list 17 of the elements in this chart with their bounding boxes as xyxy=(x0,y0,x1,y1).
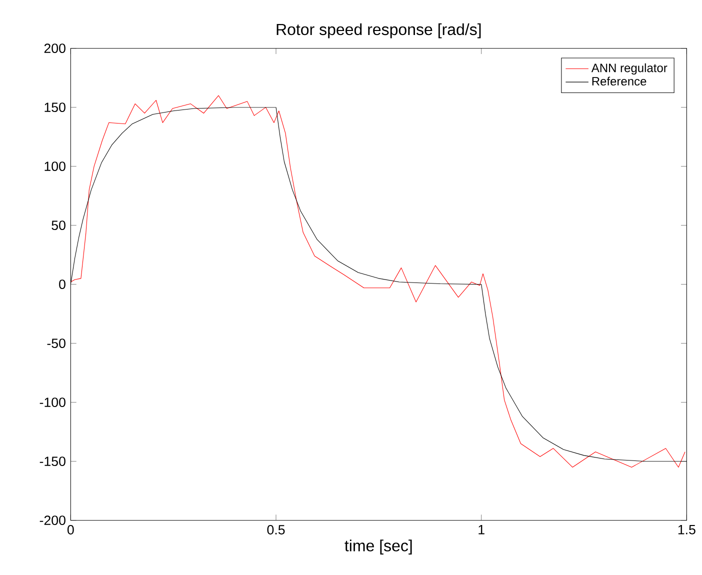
x-tick-label: 0 xyxy=(67,525,74,534)
y-tick-label: -50 xyxy=(47,338,66,348)
y-tick-label: 100 xyxy=(44,162,66,172)
x-tick-label: 0.5 xyxy=(267,525,285,534)
y-tick-label: 50 xyxy=(52,220,66,230)
x-tick-label: 1.5 xyxy=(678,525,696,534)
y-tick-label: -150 xyxy=(40,456,66,466)
legend-label: ANN regulator xyxy=(591,63,668,75)
x-axis-title: time [sec] xyxy=(344,540,412,555)
y-tick-label: 150 xyxy=(44,102,66,112)
x-tick-label: 1 xyxy=(478,525,484,534)
y-tick-label: -200 xyxy=(40,516,66,526)
chart-title: Rotor speed response [rad/s] xyxy=(276,23,481,38)
y-tick-label: -100 xyxy=(40,398,66,408)
y-tick-label: 0 xyxy=(59,280,66,290)
y-tick-label: 200 xyxy=(44,44,66,54)
legend-label: Reference xyxy=(592,76,646,86)
